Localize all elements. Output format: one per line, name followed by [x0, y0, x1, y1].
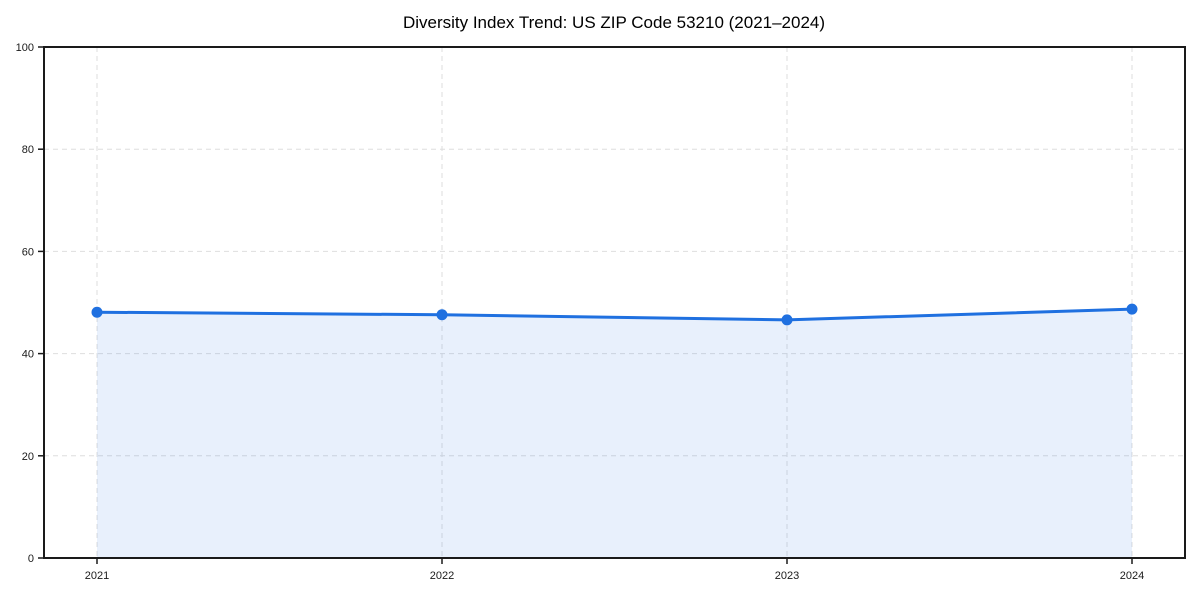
data-point-2024	[1126, 303, 1138, 315]
y-tick-label: 40	[22, 349, 34, 361]
y-tick-label: 60	[22, 246, 34, 258]
area-fill	[97, 309, 1132, 558]
y-tick-label: 80	[22, 144, 34, 156]
y-tick-label: 100	[16, 42, 34, 54]
data-point-2022	[436, 309, 448, 321]
x-tick-label: 2022	[430, 570, 454, 582]
data-point-2021	[91, 306, 103, 318]
chart-title: Diversity Index Trend: US ZIP Code 53210…	[403, 13, 825, 32]
data-point-2023	[781, 314, 793, 326]
trend-line	[95, 307, 1134, 322]
x-tick-label: 2021	[85, 570, 109, 582]
plot-border	[43, 46, 1186, 559]
plot-area: 0 20 40 60 80 100 2021 2022 2023 2024	[16, 42, 1186, 582]
y-tick-label: 20	[22, 451, 34, 463]
x-tick-label: 2023	[775, 570, 799, 582]
y-tick-label: 0	[28, 553, 34, 565]
x-tick-label: 2024	[1120, 570, 1144, 582]
